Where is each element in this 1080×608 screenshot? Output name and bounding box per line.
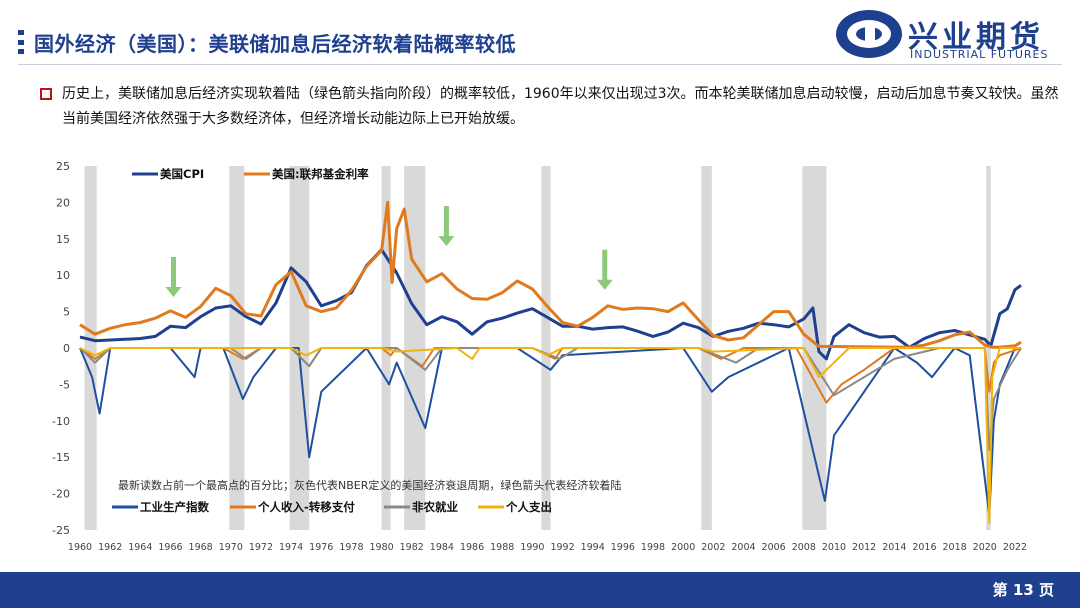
x-tick-label-15: 1990 <box>520 542 544 553</box>
x-tick-label-27: 2014 <box>882 542 906 553</box>
x-tick-label-24: 2008 <box>792 542 816 553</box>
legend-bottom-label-2: 非农就业 <box>412 500 458 514</box>
legend-top-label-1: 美国:联邦基金利率 <box>272 167 369 181</box>
page-number: 第 13 页 <box>992 581 1054 599</box>
y-tick-label-2: 15 <box>56 233 70 246</box>
y-tick-label-4: 5 <box>63 306 70 319</box>
legend-bottom-label-1: 个人收入-转移支付 <box>257 500 355 514</box>
y-tick-label-0: 25 <box>56 160 70 173</box>
x-tick-label-23: 2006 <box>762 542 786 553</box>
x-tick-label-19: 1998 <box>641 542 665 553</box>
x-tick-label-12: 1984 <box>430 542 454 553</box>
y-tick-label-5: 0 <box>63 342 70 355</box>
x-tick-label-25: 2010 <box>822 542 846 553</box>
x-tick-label-22: 2004 <box>731 542 755 553</box>
title-accent-bars <box>18 30 24 54</box>
x-tick-label-10: 1980 <box>369 542 393 553</box>
x-tick-label-6: 1972 <box>249 542 273 553</box>
x-tick-label-3: 1966 <box>158 542 182 553</box>
footer-bar: 第 13 页 <box>0 572 1080 608</box>
x-tick-label-1: 1962 <box>98 542 122 553</box>
soft-landing-arrow-head-0 <box>165 287 182 298</box>
soft-landing-arrow-head-2 <box>596 279 613 290</box>
x-tick-label-14: 1988 <box>490 542 514 553</box>
y-tick-label-6: -5 <box>59 378 70 391</box>
bullet-marker-icon <box>40 88 52 100</box>
y-tick-label-10: -25 <box>52 524 70 537</box>
recession-band-5 <box>541 166 551 530</box>
x-tick-label-31: 2022 <box>1003 542 1027 553</box>
chart-note: 最新读数占前一个最高点的百分比；灰色代表NBER定义的美国经济衰退周期，绿色箭头… <box>118 478 621 492</box>
summary-paragraph: 历史上，美联储加息后经济实现软着陆（绿色箭头指向阶段）的概率较低，1960年以来… <box>62 86 1059 127</box>
legend-bottom-label-0: 工业生产指数 <box>140 500 209 514</box>
x-tick-label-4: 1968 <box>189 542 213 553</box>
header-divider <box>18 64 1062 65</box>
x-tick-label-13: 1986 <box>460 542 484 553</box>
x-tick-label-30: 2020 <box>973 542 997 553</box>
legend-bottom-label-3: 个人支出 <box>505 500 552 514</box>
logo-text-en: INDUSTRIAL FUTURES <box>910 48 1049 61</box>
soft-landing-arrow-head-1 <box>438 236 455 247</box>
y-tick-label-3: 10 <box>56 269 70 282</box>
series-line-0 <box>79 248 1022 361</box>
y-tick-label-8: -15 <box>52 451 70 464</box>
x-tick-label-5: 1970 <box>219 542 243 553</box>
recession-band-6 <box>701 166 712 530</box>
x-tick-label-18: 1996 <box>611 542 635 553</box>
x-tick-label-26: 2012 <box>852 542 876 553</box>
series-line-4 <box>79 347 1022 451</box>
chart-svg: 25 20 15 10 5 0 -5 -10 -15 -20 -25 1960 1962 1964 1966… <box>52 160 1027 553</box>
x-tick-label-2: 1964 <box>128 542 152 553</box>
header: 国外经济（美国）：美联储加息后经济软着陆概率较低 兴业期货 INDUSTRIAL… <box>0 0 1080 72</box>
y-tick-label-9: -20 <box>52 488 70 501</box>
recession-band-0 <box>84 166 97 530</box>
x-tick-label-16: 1992 <box>550 542 574 553</box>
x-tick-label-17: 1994 <box>581 542 605 553</box>
x-tick-label-8: 1976 <box>309 542 333 553</box>
y-tick-label-1: 20 <box>56 196 70 209</box>
x-tick-label-20: 2000 <box>671 542 695 553</box>
chart-area: 25 20 15 10 5 0 -5 -10 -15 -20 -25 1960 1962 1964 1966… <box>0 150 1080 570</box>
y-tick-label-7: -10 <box>52 415 70 428</box>
logo-text-cn: 兴业期货 <box>908 20 1044 55</box>
page-title: 国外经济（美国）：美联储加息后经济软着陆概率较低 <box>34 32 516 56</box>
company-logo: 兴业期货 INDUSTRIAL FUTURES <box>834 6 1074 64</box>
x-tick-label-21: 2002 <box>701 542 725 553</box>
recession-band-4 <box>404 166 426 530</box>
logo-mark-icon <box>836 10 902 58</box>
x-tick-label-7: 1974 <box>279 542 303 553</box>
x-tick-label-0: 1960 <box>68 542 92 553</box>
x-tick-label-29: 2018 <box>943 542 967 553</box>
x-tick-label-11: 1982 <box>400 542 424 553</box>
legend-top-label-0: 美国CPI <box>160 167 204 181</box>
recession-band-8 <box>986 166 991 530</box>
series-line-5 <box>79 347 1021 524</box>
x-tick-label-9: 1978 <box>339 542 363 553</box>
x-tick-label-28: 2016 <box>912 542 936 553</box>
summary-text: 历史上，美联储加息后经济实现软着陆（绿色箭头指向阶段）的概率较低，1960年以来… <box>42 82 1062 132</box>
series-line-1 <box>79 200 1022 349</box>
